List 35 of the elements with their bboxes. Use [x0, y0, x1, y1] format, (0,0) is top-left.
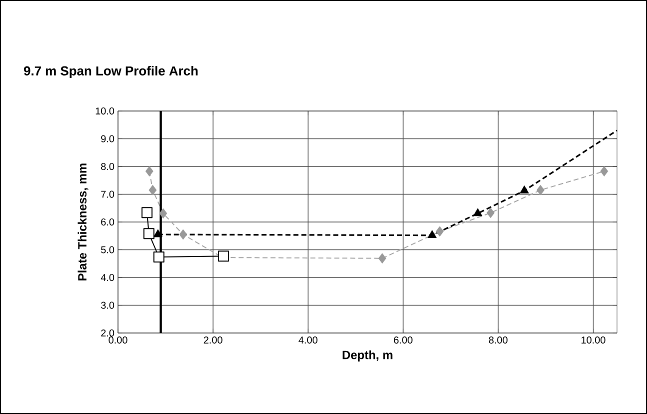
point [473, 208, 482, 216]
point [428, 230, 437, 238]
x-tick-label: 2.00 [204, 336, 222, 344]
point [159, 208, 168, 219]
y-tick-label: 7.0 [101, 190, 114, 198]
point [536, 184, 544, 196]
point [153, 229, 162, 238]
y-tick-label: 4.0 [100, 274, 114, 282]
point [179, 229, 188, 240]
point [148, 184, 157, 196]
x-tick-label: 6.00 [394, 336, 412, 344]
point [218, 250, 230, 262]
point [378, 253, 386, 264]
x-tick-label: 4.00 [298, 336, 318, 344]
y-tick-label: 6.0 [101, 218, 114, 226]
y-tick-label: 10.0 [96, 107, 114, 115]
x-axis-title: Depth, m [342, 350, 392, 362]
point [486, 208, 495, 218]
x-tick-label: 10.00 [582, 336, 606, 344]
y-tick-label: 3.0 [101, 302, 114, 309]
y-axis-title: Plate Thickness, mm [78, 164, 88, 280]
x-tick-label: 0.00 [108, 336, 128, 344]
point [520, 185, 529, 194]
point [600, 166, 608, 176]
y-tick-label: 2.0 [101, 329, 114, 337]
y-tick-label: 5.0 [101, 246, 114, 254]
x-tick-label: 8.00 [488, 336, 508, 344]
point [153, 251, 164, 262]
y-tick-label: 8.0 [101, 162, 114, 170]
point [436, 226, 444, 237]
point [143, 228, 154, 240]
chart-title: 9.7 m Span Low Profile Arch [24, 66, 198, 78]
point [145, 166, 154, 176]
point [141, 207, 152, 218]
y-tick-label: 9.0 [101, 135, 114, 142]
